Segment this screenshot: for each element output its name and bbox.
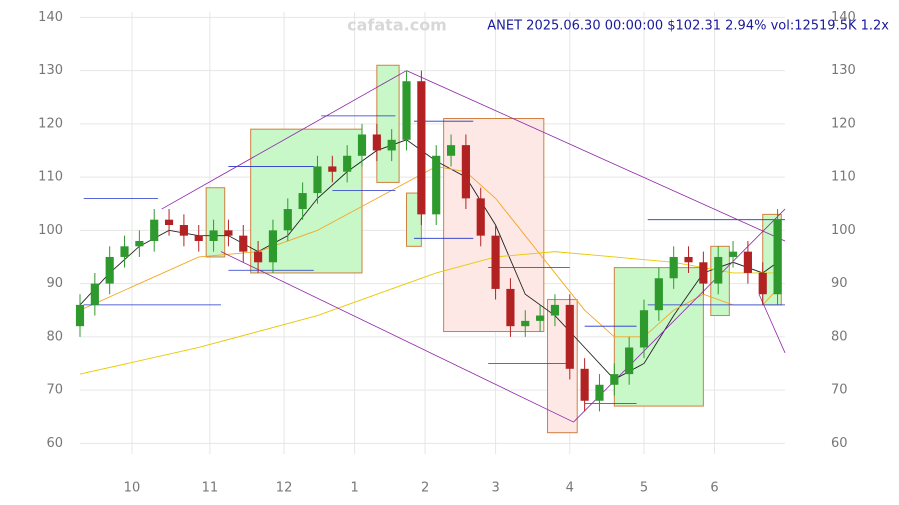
candle-body <box>298 193 307 210</box>
candle-body <box>432 155 441 215</box>
candle-body <box>565 304 574 369</box>
candle-body <box>254 251 263 263</box>
zone-box <box>205 187 226 258</box>
trend-line <box>758 294 786 353</box>
candle-body <box>491 235 500 289</box>
y-tick-label-right: 120 <box>831 116 856 131</box>
candle-body <box>699 262 708 284</box>
candle-body <box>328 166 337 172</box>
trend-line <box>161 70 407 210</box>
y-tick-label-right: 80 <box>831 329 848 344</box>
candle-body <box>90 283 99 305</box>
x-tick-label: 4 <box>566 481 574 496</box>
candle-body <box>595 384 604 401</box>
candle-body <box>239 235 248 252</box>
candle-body <box>521 320 530 327</box>
candle-body <box>209 230 218 241</box>
candle-body <box>476 198 485 236</box>
y-tick-label: 90 <box>46 276 63 291</box>
trend-line <box>220 251 574 423</box>
candle-body <box>758 272 767 295</box>
candle-body <box>773 219 782 295</box>
moving-average <box>79 165 778 338</box>
y-tick-label: 60 <box>46 436 63 451</box>
trend-line <box>406 70 786 242</box>
x-tick-label: 12 <box>276 481 293 496</box>
y-tick-label-right: 100 <box>831 223 856 238</box>
x-tick-label: 10 <box>124 481 141 496</box>
candle-body <box>372 134 381 151</box>
candle-body <box>654 278 663 311</box>
y-tick-label-right: 140 <box>831 10 856 25</box>
x-tick-label: 1 <box>350 481 358 496</box>
candle-body <box>610 374 619 385</box>
candle-body <box>268 230 278 263</box>
candle-body <box>283 209 292 231</box>
candle-body <box>684 256 693 263</box>
candle-body <box>580 368 589 401</box>
candle-body <box>728 251 738 257</box>
zone-box <box>443 118 545 333</box>
y-tick-label: 80 <box>46 329 63 344</box>
x-tick-label: 5 <box>640 481 648 496</box>
candle-body <box>135 240 144 247</box>
candle-body <box>179 225 188 236</box>
y-tick-label-right: 70 <box>831 383 848 398</box>
candle-body <box>550 304 560 316</box>
candle-body <box>120 246 129 257</box>
candle-body <box>402 81 411 140</box>
y-tick-label: 130 <box>38 63 63 78</box>
y-tick-label-right: 130 <box>831 63 856 78</box>
candle-body <box>343 155 352 172</box>
trend-line <box>573 208 786 423</box>
candle-body <box>105 256 114 284</box>
x-tick-label: 3 <box>491 481 499 496</box>
x-tick-label: 6 <box>710 481 718 496</box>
candle-body <box>714 256 723 284</box>
candle-body <box>357 134 367 156</box>
candle-body <box>639 310 649 348</box>
zone-box <box>376 64 400 183</box>
candle-body <box>669 256 678 279</box>
candle-body <box>417 81 426 215</box>
candle-body <box>743 251 752 273</box>
y-tick-label-right: 60 <box>831 436 848 451</box>
candle-body <box>625 347 634 375</box>
y-tick-label: 140 <box>38 10 63 25</box>
y-tick-label: 120 <box>38 116 63 131</box>
y-tick-label-right: 90 <box>831 276 848 291</box>
y-tick-label: 110 <box>38 170 63 185</box>
candle-body <box>387 139 396 151</box>
y-tick-label: 100 <box>38 223 63 238</box>
candle-body <box>224 230 233 236</box>
candle-body <box>194 235 203 241</box>
y-tick-label: 70 <box>46 383 63 398</box>
candle-body <box>461 145 470 199</box>
y-tick-label-right: 110 <box>831 170 856 185</box>
candle-body <box>164 219 174 226</box>
chart-title: ANET 2025.06.30 00:00:00 $102.31 2.94% v… <box>487 19 889 34</box>
x-tick-label: 11 <box>202 481 219 496</box>
candle-body <box>506 288 515 327</box>
x-tick-label: 2 <box>421 481 429 496</box>
candle-body <box>536 315 545 321</box>
candle-body <box>313 166 322 194</box>
candle-body <box>446 145 456 156</box>
candle-body <box>75 304 85 327</box>
watermark: cafata.com <box>347 16 447 35</box>
candle-body <box>150 219 159 241</box>
